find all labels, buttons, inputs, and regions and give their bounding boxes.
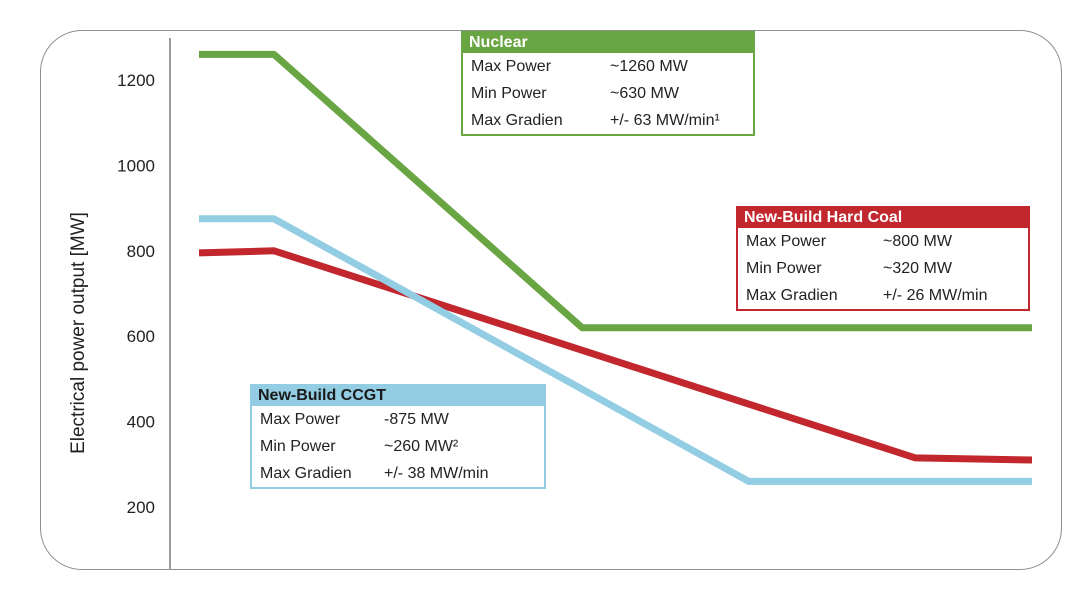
ccgt-row-min-power: Min Power ~260 MW²	[252, 433, 544, 460]
nuclear-row-max-gradien: Max Gradien +/- 63 MW/min¹	[463, 107, 753, 134]
nuclear-row-max-power: Max Power ~1260 MW	[463, 53, 753, 80]
series-line-nuclear	[199, 50, 1032, 332]
y-tick-label: 800	[127, 242, 155, 261]
row-label: Max Gradien	[471, 112, 563, 129]
row-label: Max Power	[260, 411, 341, 428]
row-value: ~1260 MW	[610, 58, 688, 75]
row-value: -875 MW	[384, 411, 449, 428]
y-tick-label: 1200	[117, 71, 155, 90]
row-label: Min Power	[471, 85, 547, 102]
series-lines	[198, 50, 1033, 485]
series-line-new-build-hard-coal	[198, 247, 1033, 464]
row-value: ~320 MW	[883, 260, 952, 277]
y-tick-labels: 200 400 600 800 1000 1200	[117, 71, 155, 517]
row-value: ~630 MW	[610, 85, 679, 102]
row-label: Max Power	[471, 58, 552, 75]
ccgt-info-box: New-Build CCGT Max Power -875 MW Min Powe…	[250, 384, 546, 489]
y-tick-label: 600	[127, 327, 155, 346]
row-value: +/- 26 MW/min	[883, 287, 988, 304]
coal-row-max-power: Max Power ~800 MW	[738, 228, 1028, 255]
row-label: Min Power	[260, 438, 336, 455]
y-tick-label: 200	[127, 498, 155, 517]
nuclear-box-title: Nuclear	[463, 33, 753, 53]
coal-row-min-power: Min Power ~320 MW	[738, 255, 1028, 282]
ccgt-row-max-power: Max Power -875 MW	[252, 406, 544, 433]
row-label: Max Gradien	[260, 465, 352, 482]
row-value: ~800 MW	[883, 233, 952, 250]
ccgt-row-max-gradien: Max Gradien +/- 38 MW/min	[252, 460, 544, 487]
row-label: Max Power	[746, 233, 827, 250]
coal-info-box: New-Build Hard Coal Max Power ~800 MW Min…	[736, 206, 1030, 311]
y-tick-label: 1000	[117, 156, 155, 175]
nuclear-info-box: Nuclear Max Power ~1260 MW Min Power ~630 …	[461, 31, 755, 136]
coal-row-max-gradien: Max Gradien +/- 26 MW/min	[738, 282, 1028, 309]
nuclear-row-min-power: Min Power ~630 MW	[463, 80, 753, 107]
row-value: +/- 38 MW/min	[384, 465, 489, 482]
y-axis-label: Electrical power output [MW]	[68, 212, 89, 454]
y-tick-label: 400	[127, 413, 155, 432]
row-label: Min Power	[746, 260, 822, 277]
coal-box-title: New-Build Hard Coal	[738, 208, 1028, 228]
series-line-new-build-ccgt	[199, 215, 1032, 485]
row-label: Max Gradien	[746, 287, 838, 304]
row-value: +/- 63 MW/min¹	[610, 112, 720, 129]
ccgt-box-title: New-Build CCGT	[252, 386, 544, 406]
row-value: ~260 MW²	[384, 438, 459, 455]
